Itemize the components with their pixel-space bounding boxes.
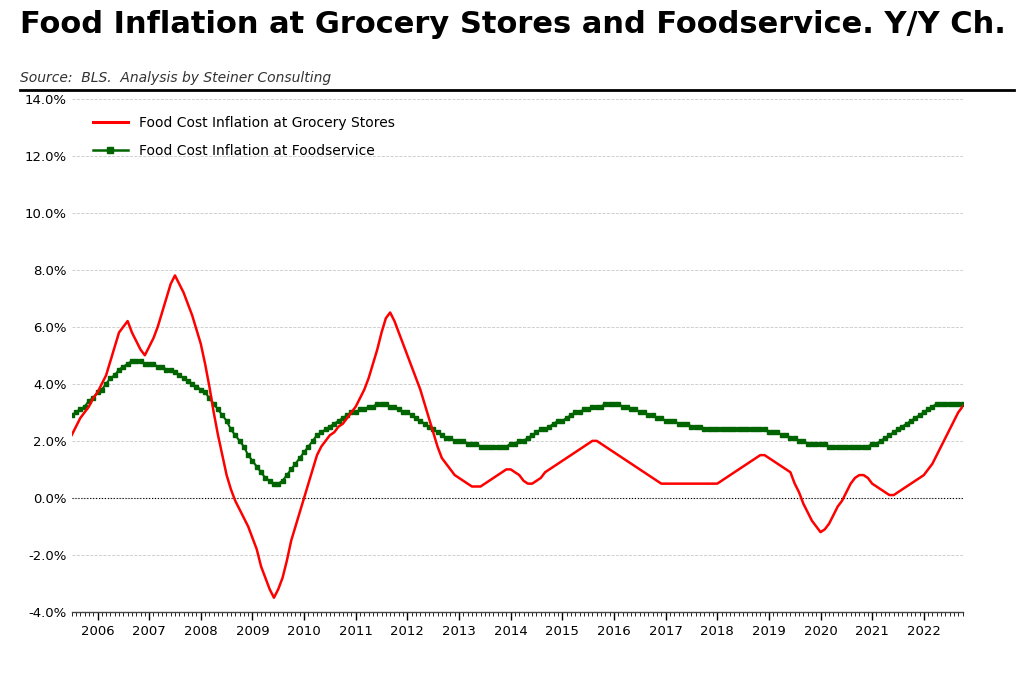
Text: Source:  BLS.  Analysis by Steiner Consulting: Source: BLS. Analysis by Steiner Consult… bbox=[20, 71, 332, 86]
Legend: Food Cost Inflation at Grocery Stores, Food Cost Inflation at Foodservice: Food Cost Inflation at Grocery Stores, F… bbox=[87, 111, 400, 164]
Text: Food Inflation at Grocery Stores and Foodservice. Y/Y Ch.: Food Inflation at Grocery Stores and Foo… bbox=[20, 10, 1007, 39]
